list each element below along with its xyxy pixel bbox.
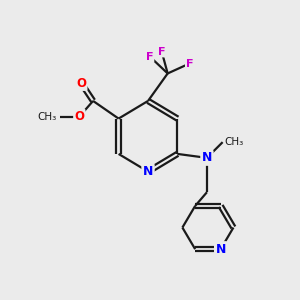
Text: F: F xyxy=(146,52,154,62)
Text: N: N xyxy=(202,152,212,164)
Text: N: N xyxy=(143,165,153,178)
Text: N: N xyxy=(215,243,226,256)
Text: F: F xyxy=(185,58,193,69)
Text: CH₃: CH₃ xyxy=(38,112,57,122)
Text: CH₃: CH₃ xyxy=(225,137,244,147)
Text: F: F xyxy=(158,47,166,57)
Text: O: O xyxy=(74,110,84,123)
Text: O: O xyxy=(76,77,86,90)
